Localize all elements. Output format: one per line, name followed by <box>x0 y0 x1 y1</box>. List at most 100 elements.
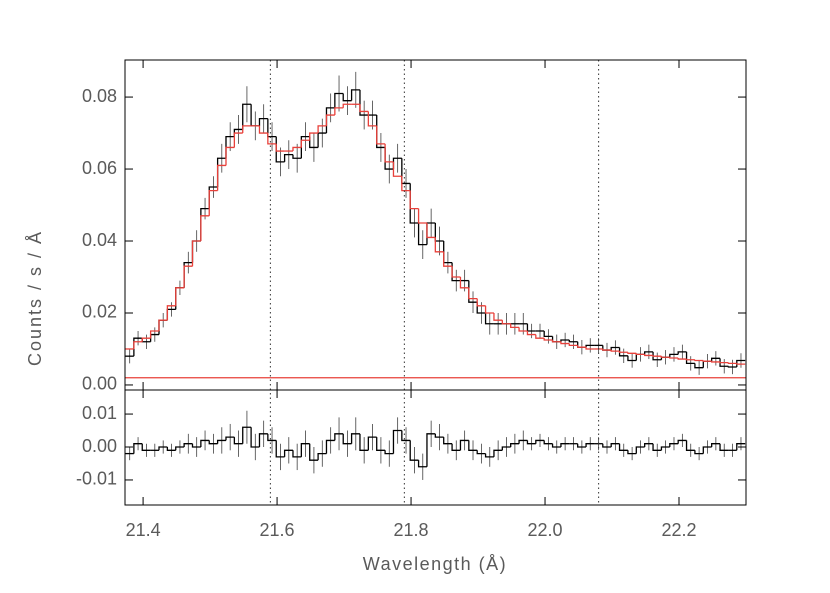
y-tick-label: -0.01 <box>76 469 117 489</box>
step-bin <box>719 361 729 364</box>
step-bin <box>585 443 595 448</box>
step-bin <box>216 164 226 191</box>
step-bin <box>560 341 570 345</box>
step-bin <box>644 354 654 357</box>
step-bin <box>401 430 411 442</box>
step-bin <box>568 339 578 343</box>
step-bin <box>200 215 210 242</box>
step-bin <box>166 447 176 451</box>
y-tick-label: 0.00 <box>82 436 117 456</box>
step-bin <box>669 443 679 448</box>
step-bin <box>342 93 352 102</box>
x-tick-label: 22.2 <box>661 520 696 540</box>
y-tick-label: 0.00 <box>82 374 117 394</box>
step-bin <box>736 443 746 451</box>
step-bin <box>476 450 486 455</box>
step-bin <box>317 452 327 461</box>
step-bin <box>384 450 394 455</box>
step-bin <box>577 345 587 348</box>
step-bin <box>652 355 662 357</box>
step-bin <box>434 237 444 253</box>
step-bin <box>669 357 679 359</box>
step-bin <box>702 446 712 454</box>
step-bin <box>434 433 444 438</box>
step-bin <box>350 89 360 101</box>
step-bin <box>258 118 268 126</box>
step-bin <box>250 427 260 448</box>
step-bin <box>484 312 494 325</box>
step-bin <box>719 443 729 451</box>
step-bin <box>577 443 587 448</box>
step-bin <box>694 363 704 369</box>
step-bin <box>409 440 419 461</box>
x-tick-label: 22.0 <box>528 520 563 540</box>
plot-frame <box>124 389 747 506</box>
step-bin <box>166 305 176 321</box>
step-bin <box>384 143 394 163</box>
step-bin <box>610 350 620 352</box>
step-bin <box>736 359 746 367</box>
step-bin <box>183 443 193 448</box>
step-bin <box>208 440 218 445</box>
step-bin <box>417 223 427 246</box>
step-bin <box>426 433 436 467</box>
step-bin <box>727 366 737 368</box>
step-bin <box>602 348 612 351</box>
step-bin <box>535 439 545 444</box>
step-bin <box>417 208 427 224</box>
step-bin <box>551 339 561 343</box>
step-bin <box>267 433 277 442</box>
step-bin <box>426 223 436 239</box>
step-bin <box>149 330 159 339</box>
step-bin <box>443 251 453 267</box>
step-bin <box>510 323 520 329</box>
y-tick-label: 0.04 <box>82 230 117 250</box>
step-bin <box>627 355 637 362</box>
step-bin <box>493 312 503 321</box>
step-bin <box>702 360 712 362</box>
step-bin <box>652 351 662 361</box>
step-bin <box>685 440 695 451</box>
step-bin <box>183 265 193 288</box>
step-bin <box>501 320 511 325</box>
step-bin <box>526 440 536 445</box>
step-bin <box>443 437 453 445</box>
step-bin <box>627 352 637 354</box>
step-bin <box>292 450 302 458</box>
step-bin <box>309 132 319 141</box>
step-bin <box>627 450 637 455</box>
step-bin <box>677 357 687 360</box>
step-bin <box>652 443 662 451</box>
step-bin <box>501 446 511 451</box>
step-bin <box>401 176 411 192</box>
step-bin <box>233 437 243 445</box>
step-bin <box>677 351 687 355</box>
step-bin <box>342 433 352 445</box>
step-bin <box>292 154 302 159</box>
step-bin <box>317 125 327 134</box>
step-bin <box>325 114 335 126</box>
step-bin <box>602 443 612 448</box>
step-bin <box>175 446 185 451</box>
step-bin <box>493 449 503 457</box>
step-bin <box>468 440 478 451</box>
step-bin <box>208 189 218 216</box>
step-bin <box>258 125 268 134</box>
step-bin <box>518 327 528 332</box>
step-bin <box>476 298 486 307</box>
step-bin <box>526 330 536 336</box>
step-bin <box>451 266 461 278</box>
step-bin <box>141 443 151 451</box>
step-bin <box>727 362 737 365</box>
step-bin <box>325 439 335 454</box>
x-tick-label: 21.6 <box>260 520 295 540</box>
step-bin <box>736 363 746 365</box>
step-bin <box>535 334 545 339</box>
step-bin <box>635 446 645 454</box>
x-axis-label: Wavelength (Å) <box>363 554 507 574</box>
y-tick-label: 0.06 <box>82 158 117 178</box>
step-bin <box>133 443 143 454</box>
step-bin <box>677 439 687 444</box>
